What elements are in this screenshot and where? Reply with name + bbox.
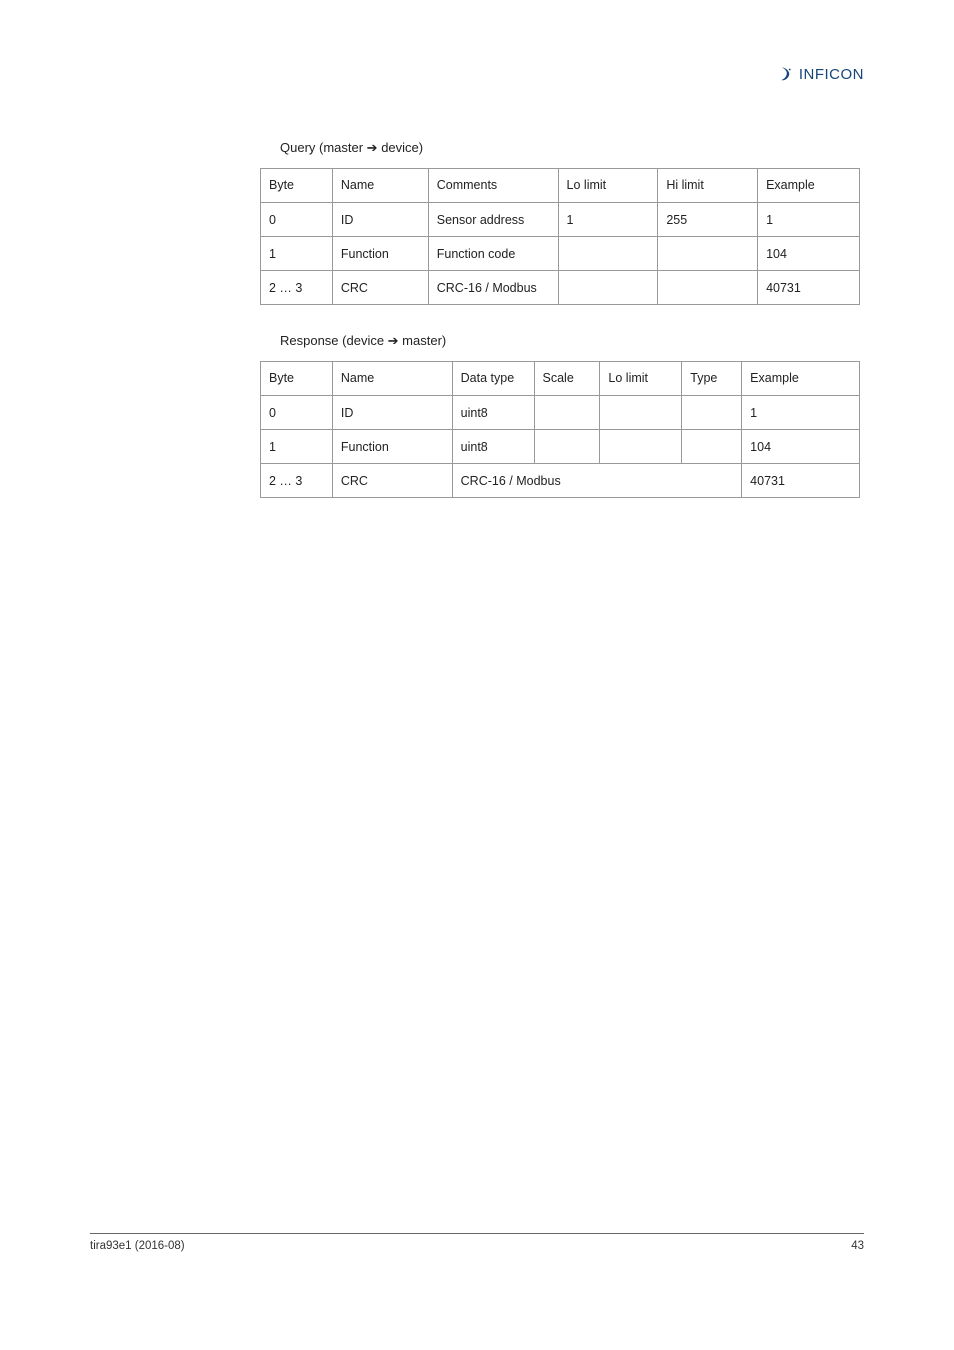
cell: CRC-16 / Modbus xyxy=(428,271,558,305)
col-header: Example xyxy=(742,362,860,396)
logo-mark-icon xyxy=(777,65,795,83)
cell: 1 xyxy=(261,237,333,271)
table-row: 0 ID uint8 1 xyxy=(261,396,860,430)
table-row: 1 Function uint8 104 xyxy=(261,430,860,464)
col-header: Comments xyxy=(428,169,558,203)
cell xyxy=(558,237,658,271)
col-header: Lo limit xyxy=(558,169,658,203)
response-section-heading: Response (device ➔ master) xyxy=(280,333,864,349)
footer-page-number: 43 xyxy=(851,1240,864,1252)
cell xyxy=(682,430,742,464)
col-header: Byte xyxy=(261,362,333,396)
col-header: Type xyxy=(682,362,742,396)
cell: Function xyxy=(332,430,452,464)
col-header: Data type xyxy=(452,362,534,396)
query-section-heading: Query (master ➔ device) xyxy=(280,140,864,156)
main-content: Query (master ➔ device) Byte Name Commen… xyxy=(270,140,864,498)
cell: uint8 xyxy=(452,430,534,464)
cell: 40731 xyxy=(758,271,860,305)
cell: ID xyxy=(332,203,428,237)
table-row: 1 Function Function code 104 xyxy=(261,237,860,271)
cell: Sensor address xyxy=(428,203,558,237)
table-row: Byte Name Comments Lo limit Hi limit Exa… xyxy=(261,169,860,203)
query-heading-text: Query (master ➔ device) xyxy=(280,140,423,156)
cell xyxy=(658,237,758,271)
cell xyxy=(600,396,682,430)
logo-text: INFICON xyxy=(799,66,864,83)
cell: 1 xyxy=(758,203,860,237)
cell: 1 xyxy=(261,430,333,464)
cell xyxy=(534,430,600,464)
cell: CRC-16 / Modbus xyxy=(452,464,742,498)
cell: Function code xyxy=(428,237,558,271)
col-header: Hi limit xyxy=(658,169,758,203)
cell: CRC xyxy=(332,271,428,305)
cell: 2 … 3 xyxy=(261,271,333,305)
cell: 0 xyxy=(261,396,333,430)
query-table: Byte Name Comments Lo limit Hi limit Exa… xyxy=(260,168,860,305)
cell: 255 xyxy=(658,203,758,237)
cell: CRC xyxy=(332,464,452,498)
cell xyxy=(658,271,758,305)
col-header: Example xyxy=(758,169,860,203)
page-footer: tira93e1 (2016-08) 43 xyxy=(90,1233,864,1252)
cell xyxy=(682,396,742,430)
cell: 40731 xyxy=(742,464,860,498)
cell: Function xyxy=(332,237,428,271)
cell: 0 xyxy=(261,203,333,237)
response-table: Byte Name Data type Scale Lo limit Type … xyxy=(260,361,860,498)
response-heading-text: Response (device ➔ master) xyxy=(280,333,446,349)
col-header: Byte xyxy=(261,169,333,203)
table-row: 0 ID Sensor address 1 255 1 xyxy=(261,203,860,237)
table-row: 2 … 3 CRC CRC-16 / Modbus 40731 xyxy=(261,271,860,305)
col-header: Scale xyxy=(534,362,600,396)
cell xyxy=(600,430,682,464)
cell xyxy=(534,396,600,430)
cell: 1 xyxy=(742,396,860,430)
cell xyxy=(558,271,658,305)
col-header: Name xyxy=(332,169,428,203)
cell: 2 … 3 xyxy=(261,464,333,498)
cell: uint8 xyxy=(452,396,534,430)
col-header: Lo limit xyxy=(600,362,682,396)
footer-doc-id: tira93e1 (2016-08) xyxy=(90,1240,185,1252)
cell: 104 xyxy=(758,237,860,271)
col-header: Name xyxy=(332,362,452,396)
brand-logo: INFICON xyxy=(777,65,864,83)
table-row: 2 … 3 CRC CRC-16 / Modbus 40731 xyxy=(261,464,860,498)
cell: 104 xyxy=(742,430,860,464)
cell: ID xyxy=(332,396,452,430)
table-row: Byte Name Data type Scale Lo limit Type … xyxy=(261,362,860,396)
cell: 1 xyxy=(558,203,658,237)
